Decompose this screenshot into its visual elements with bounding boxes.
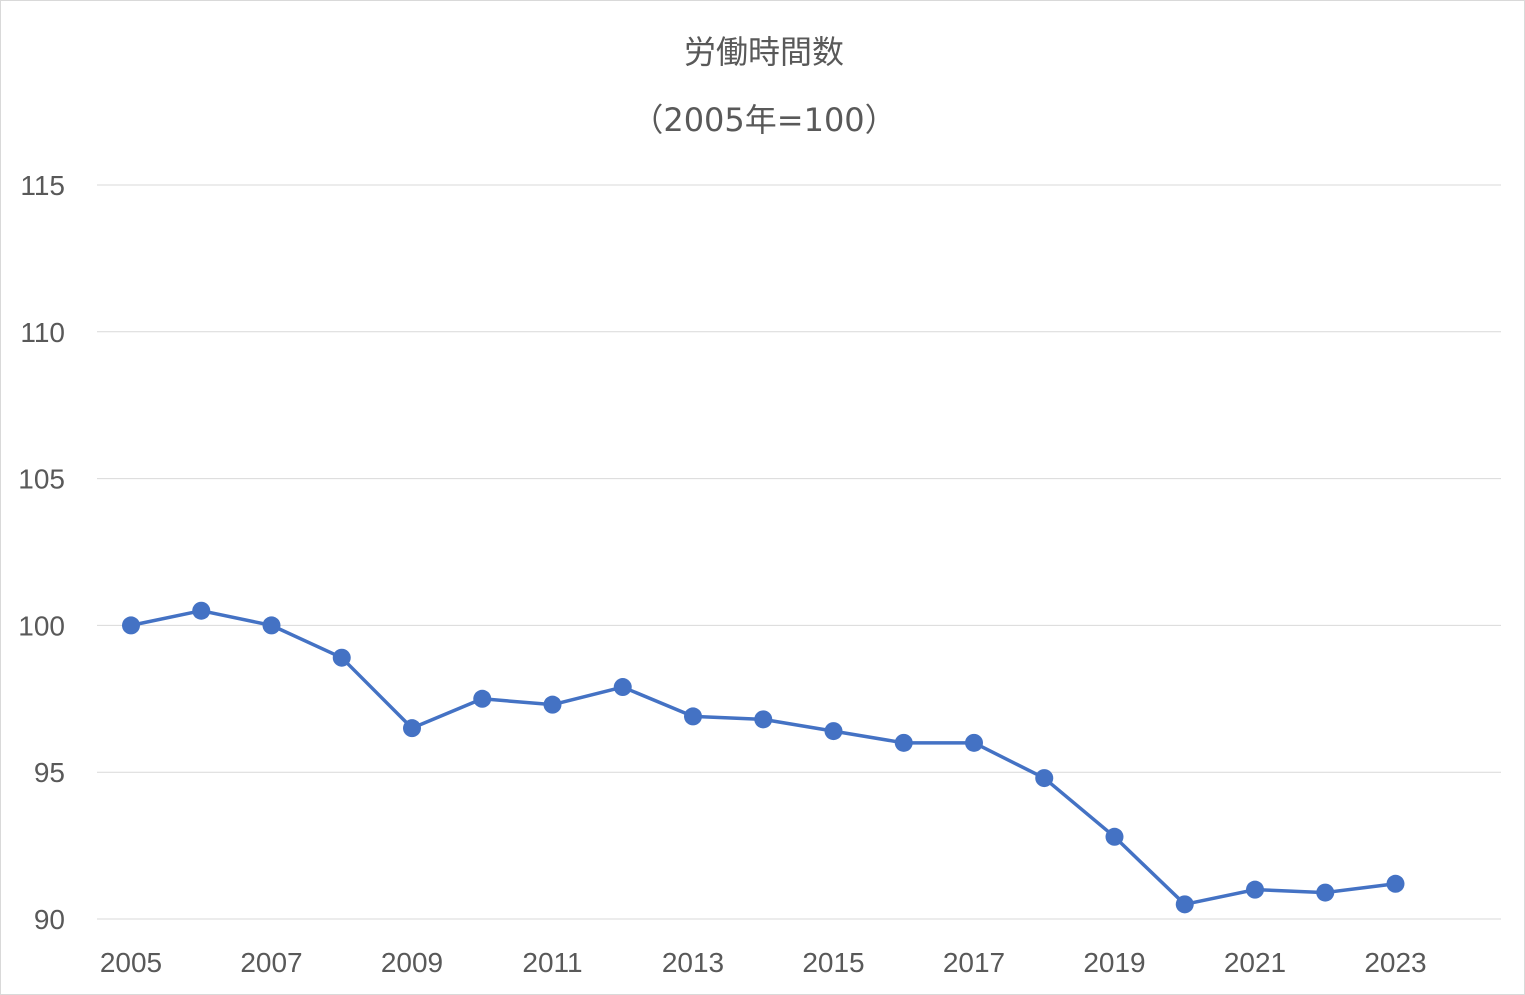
x-tick-label: 2023 — [1364, 947, 1426, 978]
y-tick-label: 110 — [20, 317, 65, 348]
data-point-2006 — [192, 601, 211, 620]
data-point-2017 — [965, 733, 983, 752]
data-point-2023 — [1386, 874, 1405, 893]
data-point-2021 — [1246, 880, 1264, 899]
x-axis-ticks: 2005 2007 2009 2011 2013 2015 2017 2019 2021 2023 — [100, 947, 1427, 978]
data-point-2011 — [543, 695, 562, 714]
y-tick-label: 115 — [20, 170, 65, 201]
data-point-2005 — [122, 616, 140, 635]
data-point-2015 — [824, 722, 843, 741]
data-point-2010 — [473, 689, 492, 708]
x-tick-label: 2021 — [1224, 947, 1286, 978]
data-point-2009 — [403, 719, 421, 738]
data-point-2008 — [332, 648, 351, 667]
data-point-2013 — [684, 707, 702, 726]
y-axis-ticks: 90 95 100 105 110 115 — [18, 170, 65, 935]
chart-title: 労働時間数 — [684, 33, 844, 71]
data-point-2014 — [754, 710, 773, 729]
x-tick-label: 2005 — [100, 947, 162, 978]
x-tick-label: 2011 — [522, 947, 582, 978]
y-tick-label: 100 — [18, 610, 65, 641]
x-tick-label: 2015 — [802, 947, 864, 978]
chart-subtitle: （2005年=100） — [631, 101, 896, 139]
gridlines — [97, 184, 1501, 920]
x-tick-label: 2007 — [240, 947, 302, 978]
data-point-2019 — [1105, 827, 1124, 846]
data-point-2007 — [262, 616, 281, 635]
x-tick-label: 2013 — [662, 947, 724, 978]
data-point-2020 — [1175, 895, 1194, 914]
x-tick-label: 2009 — [381, 947, 443, 978]
data-point-2022 — [1316, 883, 1335, 902]
data-point-2016 — [894, 733, 913, 752]
data-point-2018 — [1035, 769, 1054, 788]
data-point-2012 — [613, 678, 632, 697]
x-tick-label: 2019 — [1083, 947, 1145, 978]
series-layer — [122, 601, 1405, 914]
x-tick-label: 2017 — [943, 947, 1005, 978]
series-line — [129, 608, 1398, 907]
y-tick-label: 105 — [18, 464, 65, 495]
y-tick-label: 90 — [34, 904, 65, 935]
y-tick-label: 95 — [34, 757, 65, 788]
